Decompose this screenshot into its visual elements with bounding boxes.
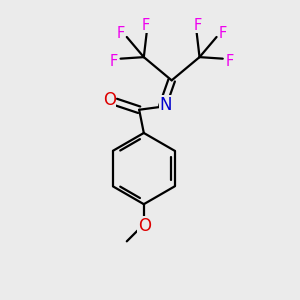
Text: F: F bbox=[219, 26, 227, 41]
Text: O: O bbox=[138, 217, 151, 235]
Text: N: N bbox=[160, 96, 172, 114]
Text: F: F bbox=[225, 54, 234, 69]
Text: F: F bbox=[110, 54, 118, 69]
Text: F: F bbox=[194, 18, 202, 33]
Text: O: O bbox=[103, 92, 116, 110]
Text: F: F bbox=[116, 26, 125, 41]
Text: F: F bbox=[141, 18, 149, 33]
